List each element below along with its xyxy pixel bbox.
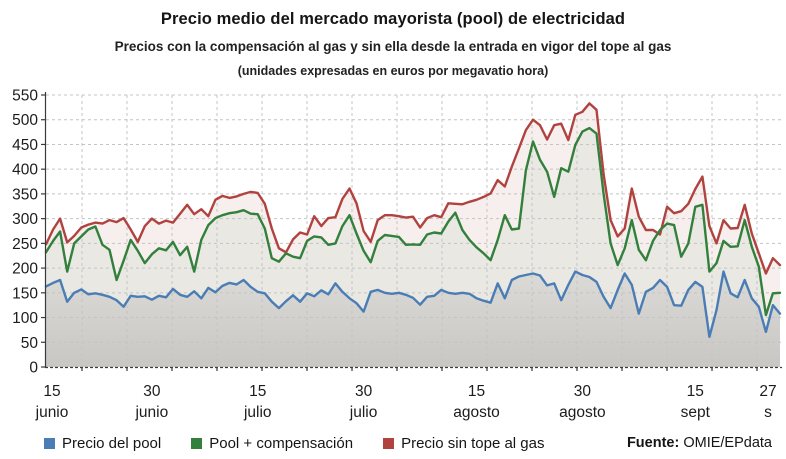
legend-swatch [383, 437, 395, 449]
x-tick-day: 30 [574, 383, 592, 400]
area-under-pool [46, 271, 780, 367]
chart-units-note: (unidades expresadas en euros por megava… [237, 64, 549, 78]
x-tick-day: 15 [249, 383, 266, 400]
x-tick-day: 15 [43, 383, 60, 400]
x-tick-month: sept [681, 404, 711, 421]
line-pool-compensacion [44, 126, 782, 317]
x-tick-day: 15 [687, 383, 704, 400]
axes [41, 92, 782, 371]
y-tick-labels: 0 50 100 150 200 250 300 350 400 450 500 550 [12, 88, 38, 377]
x-tick-month: julio [243, 404, 272, 421]
y-tick-label: 200 [12, 261, 38, 278]
legend-swatch [191, 437, 203, 449]
x-tick-month: agosto [559, 404, 606, 421]
legend-item: Precio sin tope al gas [383, 434, 545, 452]
legend-label: Pool + compensación [209, 434, 354, 452]
y-tick-label: 300 [12, 211, 38, 228]
x-tick-labels: 15 junio 30 junio 15 julio 30 julio 15 agosto 30 ag… [35, 383, 777, 421]
y-tick-label: 250 [12, 236, 38, 253]
y-tick-label: 450 [12, 137, 38, 154]
legend-item: Precio del pool [44, 435, 161, 452]
x-tick-month: agosto [453, 404, 500, 421]
y-tick-label: 50 [21, 335, 39, 352]
line-precio-pool [44, 270, 782, 338]
y-tick-label: 100 [12, 310, 38, 327]
legend-label: Precio del pool [62, 434, 162, 452]
chart-title: Precio medio del mercado mayorista (pool… [160, 10, 626, 28]
x-tick-day: 30 [355, 383, 373, 400]
x-tick-month: junio [35, 404, 69, 421]
legend-label: Precio sin tope al gas [401, 434, 545, 452]
series-lines [44, 102, 782, 338]
legend: Precio del pool Pool + compensación Precio… [0, 430, 786, 456]
y-tick-label: 150 [12, 285, 38, 302]
source-value: OMIE/EPdata [679, 435, 772, 451]
y-tick-label: 500 [12, 112, 38, 129]
y-tick-label: 400 [12, 162, 38, 179]
x-tick-day: 15 [468, 383, 485, 400]
x-tick-month: julio [349, 404, 378, 421]
y-tick-label: 0 [29, 360, 38, 377]
x-tick-day: 27 [759, 383, 776, 400]
y-tick-label: 350 [12, 186, 38, 203]
x-tick-month: s [764, 404, 772, 421]
legend-item: Pool + compensación [191, 435, 353, 452]
source-label: Fuente: [626, 435, 680, 451]
legend-swatch [44, 437, 55, 449]
area-fills [46, 103, 780, 368]
x-tick-day: 30 [143, 383, 161, 400]
chart-subtitle: Precios con la compensación al gas y sin… [114, 39, 672, 54]
y-tick-label: 550 [12, 88, 38, 105]
source-note: Fuente: OMIE/EPdata [627, 435, 786, 451]
x-tick-month: junio [134, 404, 168, 421]
